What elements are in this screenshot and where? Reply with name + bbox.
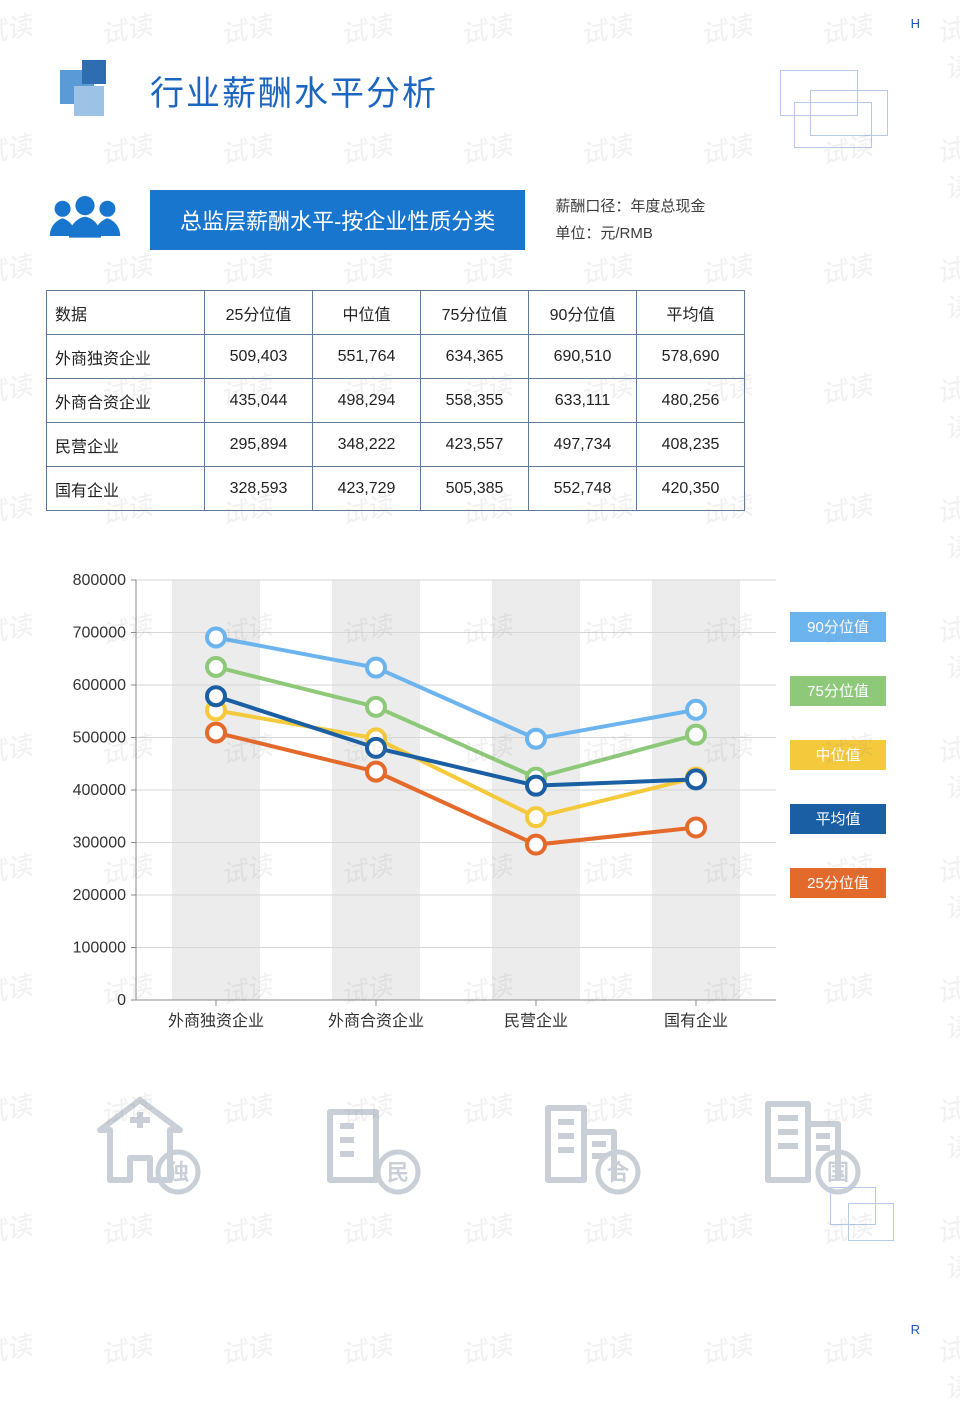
table-cell: 498,294	[313, 379, 421, 423]
meta-caliber: 薪酬口径：年度总现金	[555, 193, 705, 220]
enterprise-icon: 民	[300, 1090, 440, 1205]
table-cell: 295,894	[205, 423, 313, 467]
table-row: 国有企业328,593423,729505,385552,748420,350	[47, 467, 745, 511]
svg-text:100000: 100000	[73, 940, 126, 957]
salary-table: 数据25分位值中位值75分位值90分位值平均值外商独资企业509,403551,…	[46, 290, 745, 511]
table-cell: 423,557	[421, 423, 529, 467]
table-cell: 552,748	[529, 467, 637, 511]
enterprise-icon: 合	[520, 1090, 660, 1205]
corner-marker-bottom: R	[911, 1322, 920, 1337]
table-cell: 690,510	[529, 335, 637, 379]
svg-text:300000: 300000	[73, 835, 126, 852]
table-col-header: 平均值	[637, 291, 745, 335]
table-cell: 423,729	[313, 467, 421, 511]
svg-text:民: 民	[387, 1160, 409, 1185]
svg-text:国: 国	[827, 1160, 849, 1185]
page-title: 行业薪酬水平分析	[150, 66, 438, 115]
table-cell: 420,350	[637, 467, 745, 511]
title-blocks-icon	[60, 60, 120, 120]
svg-text:800000: 800000	[73, 572, 126, 589]
svg-text:25分位值: 25分位值	[807, 875, 869, 892]
table-row-label: 外商独资企业	[47, 335, 205, 379]
corner-marker-top: H	[911, 16, 920, 31]
table-cell: 408,235	[637, 423, 745, 467]
table-header-label: 数据	[47, 291, 205, 335]
svg-text:0: 0	[117, 992, 126, 1009]
table-cell: 634,365	[421, 335, 529, 379]
enterprise-type-icons: 独民合国	[0, 1090, 960, 1205]
svg-text:90分位值: 90分位值	[807, 619, 869, 636]
meta-unit: 单位：元/RMB	[555, 220, 705, 247]
table-cell: 348,222	[313, 423, 421, 467]
svg-text:500000: 500000	[73, 730, 126, 747]
section-meta: 薪酬口径：年度总现金 单位：元/RMB	[555, 193, 705, 247]
table-row: 民营企业295,894348,222423,557497,734408,235	[47, 423, 745, 467]
enterprise-icon: 独	[80, 1090, 220, 1205]
svg-text:中位值: 中位值	[815, 747, 860, 764]
svg-text:75分位值: 75分位值	[807, 683, 869, 700]
table-col-header: 90分位值	[529, 291, 637, 335]
table-cell: 578,690	[637, 335, 745, 379]
table-cell: 558,355	[421, 379, 529, 423]
svg-text:400000: 400000	[73, 782, 126, 799]
svg-text:700000: 700000	[73, 625, 126, 642]
table-col-header: 中位值	[313, 291, 421, 335]
table-col-header: 75分位值	[421, 291, 529, 335]
table-col-header: 25分位值	[205, 291, 313, 335]
svg-text:合: 合	[607, 1160, 630, 1185]
table-row-label: 外商合资企业	[47, 379, 205, 423]
table-cell: 497,734	[529, 423, 637, 467]
table-row-label: 国有企业	[47, 467, 205, 511]
table-cell: 505,385	[421, 467, 529, 511]
section-banner: 总监层薪酬水平-按企业性质分类	[150, 190, 525, 250]
bottom-right-deco-icon	[830, 1187, 900, 1247]
table-cell: 633,111	[529, 379, 637, 423]
table-row-label: 民营企业	[47, 423, 205, 467]
svg-text:600000: 600000	[73, 677, 126, 694]
salary-line-chart: 0 100000 200000 300000 400000 500000 600000 700…	[46, 570, 916, 1050]
svg-text:200000: 200000	[73, 887, 126, 904]
table-row: 外商独资企业509,403551,764634,365690,510578,69…	[47, 335, 745, 379]
table-cell: 435,044	[205, 379, 313, 423]
people-group-icon	[40, 190, 130, 250]
svg-text:国有企业: 国有企业	[664, 1012, 728, 1030]
table-cell: 480,256	[637, 379, 745, 423]
top-right-deco-icon	[780, 70, 900, 150]
table-cell: 509,403	[205, 335, 313, 379]
table-row: 外商合资企业435,044498,294558,355633,111480,25…	[47, 379, 745, 423]
svg-text:独: 独	[167, 1160, 189, 1185]
table-cell: 328,593	[205, 467, 313, 511]
svg-text:民营企业: 民营企业	[504, 1012, 568, 1030]
svg-text:平均值: 平均值	[815, 811, 860, 828]
table-cell: 551,764	[313, 335, 421, 379]
section-header: 总监层薪酬水平-按企业性质分类 薪酬口径：年度总现金 单位：元/RMB	[40, 190, 705, 250]
page-header: 行业薪酬水平分析	[60, 60, 438, 120]
svg-text:外商独资企业: 外商独资企业	[168, 1012, 264, 1030]
svg-text:外商合资企业: 外商合资企业	[328, 1012, 424, 1030]
